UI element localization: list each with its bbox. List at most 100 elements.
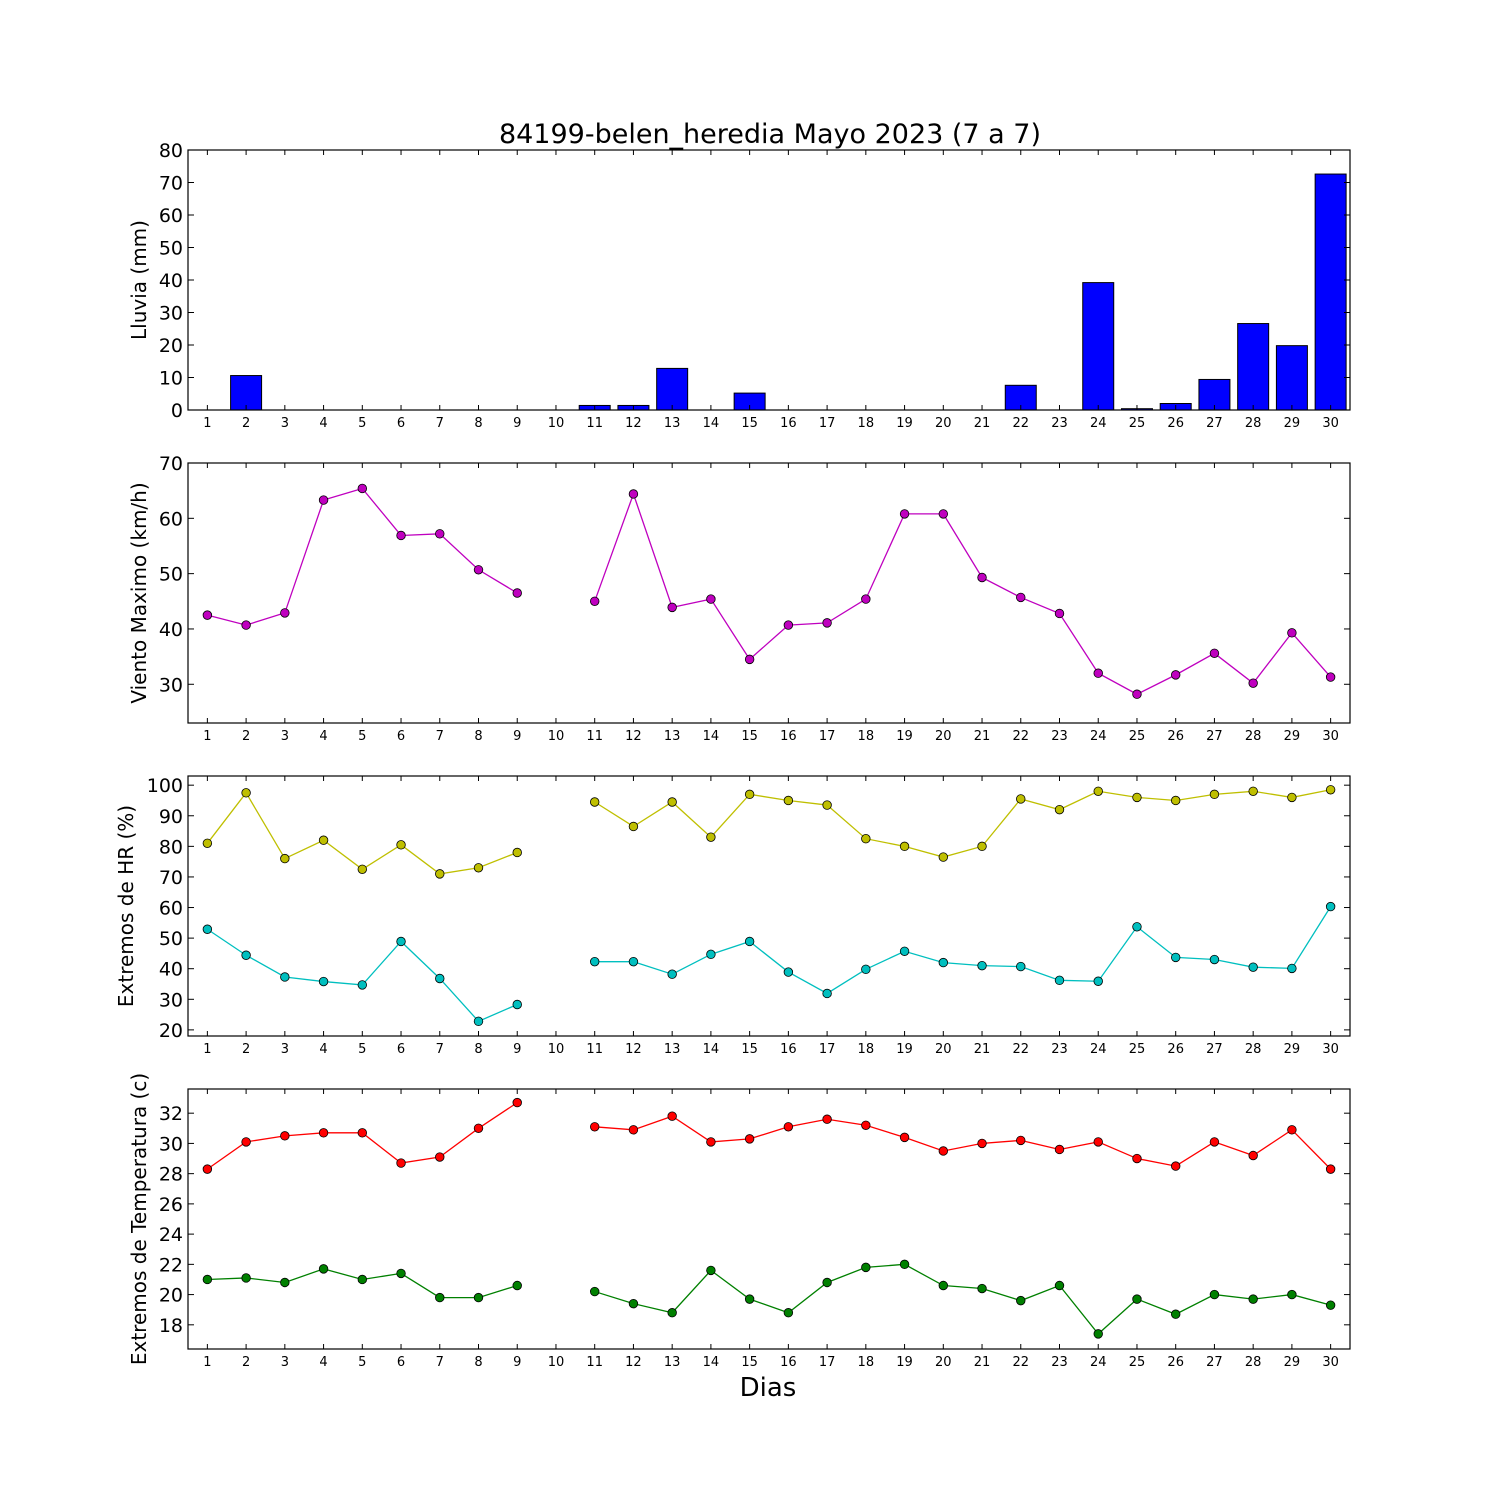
data-point <box>1248 962 1258 972</box>
data-point <box>899 1132 910 1143</box>
data-point <box>473 565 484 575</box>
data-point <box>744 654 755 665</box>
x-tick-label: 22 <box>1012 729 1029 744</box>
y-axis-label: Extremos de HR (%) <box>114 805 138 1007</box>
data-point <box>318 1128 329 1138</box>
y-tick-label: 20 <box>159 1285 183 1307</box>
x-tick-label: 3 <box>281 416 289 431</box>
data-point <box>1170 952 1181 963</box>
data-point <box>706 1265 716 1276</box>
x-tick-label: 15 <box>741 1042 758 1057</box>
x-tick-label: 26 <box>1167 1042 1184 1057</box>
data-point <box>357 1128 368 1138</box>
x-tick-label: 27 <box>1206 416 1223 431</box>
x-tick-label: 16 <box>780 1355 797 1370</box>
panel-1: 1 2 3 4 5 6 7 8 9 10 11 12 13 14 15 16 17 18 19 20 21 22 23 24 2… <box>127 140 1351 431</box>
data-point <box>1132 689 1142 699</box>
axes-frame <box>187 775 1351 1037</box>
y-tick-label: 50 <box>159 564 183 586</box>
x-tick-label: 25 <box>1129 1042 1146 1057</box>
data-point <box>590 1286 600 1297</box>
data-point <box>706 949 716 960</box>
data-point <box>1209 648 1220 658</box>
series-4-2 <box>202 1259 1336 1339</box>
x-tick-label: 18 <box>858 729 875 744</box>
y-tick-label: 40 <box>159 270 183 292</box>
y-tick-label: 26 <box>159 1194 183 1216</box>
bar <box>1082 282 1115 411</box>
x-tick-label: 22 <box>1012 1042 1029 1057</box>
x-tick-label: 5 <box>358 416 366 431</box>
y-tick-label: 30 <box>159 674 183 696</box>
data-point <box>938 957 949 968</box>
panels: 1 2 3 4 5 6 7 8 9 10 11 12 13 14 15 16 17 18 19 20 21 22 23 24 2… <box>114 140 1351 1370</box>
series-4-1 <box>202 1097 1336 1174</box>
data-point <box>667 602 677 613</box>
x-tick-label: 14 <box>703 416 720 431</box>
x-tick-label: 1 <box>203 729 211 744</box>
data-point <box>1170 795 1181 806</box>
x-tick-label: 26 <box>1167 416 1184 431</box>
data-point <box>1170 1161 1181 1171</box>
data-point <box>706 832 716 842</box>
x-tick-label: 20 <box>935 1042 952 1057</box>
data-point <box>202 924 213 934</box>
data-point <box>977 841 987 852</box>
x-tick-label: 27 <box>1206 1042 1223 1057</box>
x-tick-label: 10 <box>548 1042 565 1057</box>
x-tick-label: 23 <box>1051 1355 1068 1370</box>
x-tick-label: 15 <box>741 416 758 431</box>
panel-3: 1 2 3 4 5 6 7 8 9 10 11 12 13 14 15 16 17 18 19 20 21 22 23 24 2… <box>114 775 1351 1057</box>
x-tick-label: 4 <box>319 1042 327 1057</box>
x-tick-label: 13 <box>664 1042 681 1057</box>
data-point <box>938 1146 949 1156</box>
x-tick-label: 12 <box>625 1355 642 1370</box>
x-tick-label: 18 <box>858 1042 875 1057</box>
data-point <box>1093 1329 1103 1339</box>
y-tick-label: 60 <box>159 898 183 920</box>
data-point <box>1287 963 1297 974</box>
x-tick-label: 16 <box>780 416 797 431</box>
data-point <box>899 1259 910 1270</box>
y-tick-label: 20 <box>159 335 183 357</box>
x-tick-label: 15 <box>741 729 758 744</box>
panel-2: 1 2 3 4 5 6 7 8 9 10 11 12 13 14 15 16 17 18 19 20 21 22 23 24 2… <box>127 453 1351 744</box>
x-tick-label: 11 <box>586 1042 603 1057</box>
data-point <box>1325 901 1336 912</box>
data-point <box>202 1164 213 1174</box>
y-tick-label: 70 <box>159 453 183 475</box>
data-point <box>1170 1309 1181 1319</box>
data-point <box>357 483 368 494</box>
x-tick-label: 13 <box>664 1355 681 1370</box>
x-tick-label: 4 <box>319 416 327 431</box>
data-point <box>1325 785 1336 795</box>
x-tick-label: 8 <box>474 416 482 431</box>
x-tick-label: 5 <box>358 729 366 744</box>
bar <box>1314 173 1347 411</box>
data-point <box>280 608 290 618</box>
x-tick-label: 26 <box>1167 729 1184 744</box>
x-tick-label: 22 <box>1012 416 1029 431</box>
data-point <box>977 1138 987 1149</box>
series-3-2 <box>202 901 1336 1027</box>
data-point <box>1209 954 1220 965</box>
data-point <box>590 1122 600 1132</box>
x-tick-label: 25 <box>1129 1355 1146 1370</box>
data-point <box>783 795 794 806</box>
series-line <box>207 928 518 1023</box>
x-tick-label: 24 <box>1090 1355 1107 1370</box>
data-point <box>861 594 871 604</box>
x-tick-label: 5 <box>358 1042 366 1057</box>
x-tick-label: 19 <box>896 729 913 744</box>
x-tick-label: 30 <box>1322 729 1339 744</box>
data-point <box>590 596 600 606</box>
x-tick-label: 17 <box>819 1042 836 1057</box>
y-tick-label: 24 <box>159 1224 183 1246</box>
x-tick-label: 19 <box>896 1042 913 1057</box>
x-tick-label: 16 <box>780 729 797 744</box>
x-tick-label: 1 <box>203 1042 211 1057</box>
data-point <box>280 853 290 864</box>
data-point <box>977 572 987 583</box>
x-tick-label: 13 <box>664 416 681 431</box>
data-point <box>667 969 677 979</box>
